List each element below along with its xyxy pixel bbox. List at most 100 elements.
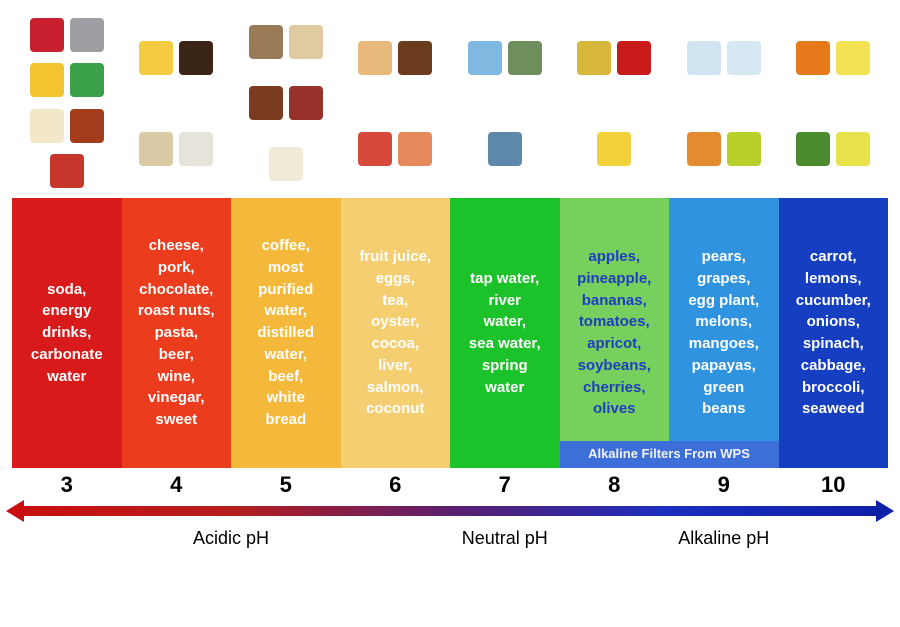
food-item-text: cocoa,: [371, 333, 419, 355]
food-item-text: oyster,: [371, 311, 419, 333]
food-item-text: grapes,: [697, 268, 750, 290]
food-item-text: spring: [482, 355, 528, 377]
ph-column: cheese,pork,chocolate,roast nuts,pasta,b…: [122, 198, 232, 468]
food-item-text: spinach,: [803, 333, 864, 355]
ph-column: soda,energydrinks,carbonatewater: [12, 198, 122, 468]
food-item-text: white: [267, 387, 305, 409]
food-icon: [358, 41, 392, 75]
ph-column: pears,grapes,egg plant,melons,mangoes,pa…: [669, 198, 779, 468]
food-icon: [796, 132, 830, 166]
food-item-text: sea water,: [469, 333, 541, 355]
food-item-text: apples,: [588, 246, 640, 268]
food-icon: [179, 132, 213, 166]
neutral-label: Neutral pH: [450, 528, 560, 549]
food-item-text: papayas,: [692, 355, 756, 377]
food-item-text: bananas,: [582, 290, 647, 312]
food-item-text: coconut: [366, 398, 424, 420]
ph-column: carrot,lemons,cucumber,onions,spinach,ca…: [779, 198, 889, 468]
food-icon: [50, 154, 84, 188]
food-image-column: [341, 8, 451, 198]
food-icon: [617, 41, 651, 75]
food-item-text: broccoli,: [802, 377, 865, 399]
ph-infographic: soda,energydrinks,carbonatewatercheese,p…: [0, 0, 900, 561]
food-icon: [139, 41, 173, 75]
food-image-column: [12, 8, 122, 198]
food-item-text: distilled: [257, 322, 314, 344]
ph-number: 9: [669, 468, 779, 498]
alkaline-label: Alkaline pH: [560, 528, 889, 549]
food-item-text: pork,: [158, 257, 195, 279]
food-item-text: soda,: [47, 279, 86, 301]
food-item-text: tap water,: [470, 268, 539, 290]
food-item-text: sweet: [155, 409, 197, 431]
food-image-column: [560, 8, 670, 198]
food-icon: [488, 132, 522, 166]
food-item-text: seaweed: [802, 398, 865, 420]
food-item-text: tea,: [382, 290, 408, 312]
food-item-text: water,: [264, 300, 307, 322]
food-item-text: water: [485, 377, 524, 399]
food-icon: [508, 41, 542, 75]
food-icon: [836, 41, 870, 75]
food-item-text: beer,: [159, 344, 194, 366]
food-item-text: beans: [702, 398, 745, 420]
food-item-text: river: [488, 290, 521, 312]
food-icon: [30, 18, 64, 52]
food-icon: [468, 41, 502, 75]
ph-number: 7: [450, 468, 560, 498]
ph-number: 8: [560, 468, 670, 498]
food-icon: [289, 86, 323, 120]
food-item-text: tomatoes,: [579, 311, 650, 333]
food-item-text: eggs,: [376, 268, 415, 290]
ph-region-labels: Acidic pH Neutral pH Alkaline pH: [12, 528, 888, 549]
ph-gradient-bar: [18, 506, 882, 516]
food-item-text: water: [47, 366, 86, 388]
food-icon: [269, 147, 303, 181]
food-image-column: [450, 8, 560, 198]
food-item-text: carbonate: [31, 344, 103, 366]
food-icon: [836, 132, 870, 166]
ph-axis: [12, 502, 888, 520]
food-item-text: egg plant,: [688, 290, 759, 312]
food-icon: [687, 41, 721, 75]
arrow-right-icon: [876, 500, 894, 522]
food-item-text: beef,: [268, 366, 303, 388]
ph-number-row: 345678910: [12, 468, 888, 498]
food-item-text: fruit juice,: [359, 246, 431, 268]
food-item-text: green: [703, 377, 744, 399]
food-icon: [30, 63, 64, 97]
food-item-text: water,: [264, 344, 307, 366]
food-icon: [727, 41, 761, 75]
food-item-text: cherries,: [583, 377, 646, 399]
food-item-text: vinegar,: [148, 387, 205, 409]
food-item-text: lemons,: [805, 268, 862, 290]
food-icon: [30, 109, 64, 143]
food-item-text: purified: [258, 279, 313, 301]
food-icon: [70, 63, 104, 97]
food-image-column: [122, 8, 232, 198]
food-item-text: cheese,: [149, 235, 204, 257]
food-item-text: apricot,: [587, 333, 641, 355]
ph-number: 4: [122, 468, 232, 498]
food-image-grid: [12, 8, 888, 198]
food-item-text: bread: [265, 409, 306, 431]
food-icon: [179, 41, 213, 75]
food-icon: [577, 41, 611, 75]
food-item-text: salmon,: [367, 377, 424, 399]
food-icon: [597, 132, 631, 166]
food-icon: [398, 41, 432, 75]
food-item-text: roast nuts,: [138, 300, 215, 322]
food-item-text: cucumber,: [796, 290, 871, 312]
food-item-text: water,: [483, 311, 526, 333]
food-image-column: [669, 8, 779, 198]
food-icon: [687, 132, 721, 166]
food-item-text: carrot,: [810, 246, 857, 268]
food-item-text: energy: [42, 300, 91, 322]
ph-column: fruit juice,eggs,tea,oyster,cocoa,liver,…: [341, 198, 451, 468]
food-item-text: pears,: [702, 246, 746, 268]
food-icon: [139, 132, 173, 166]
food-icon: [727, 132, 761, 166]
food-item-text: coffee,: [262, 235, 310, 257]
food-item-text: chocolate,: [139, 279, 213, 301]
acidic-label: Acidic pH: [12, 528, 450, 549]
